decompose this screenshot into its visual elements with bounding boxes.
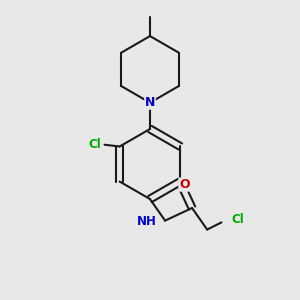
- Text: Cl: Cl: [89, 138, 101, 151]
- Text: Cl: Cl: [231, 213, 244, 226]
- Text: N: N: [145, 96, 155, 109]
- Text: O: O: [179, 178, 190, 191]
- Text: NH: NH: [136, 215, 156, 228]
